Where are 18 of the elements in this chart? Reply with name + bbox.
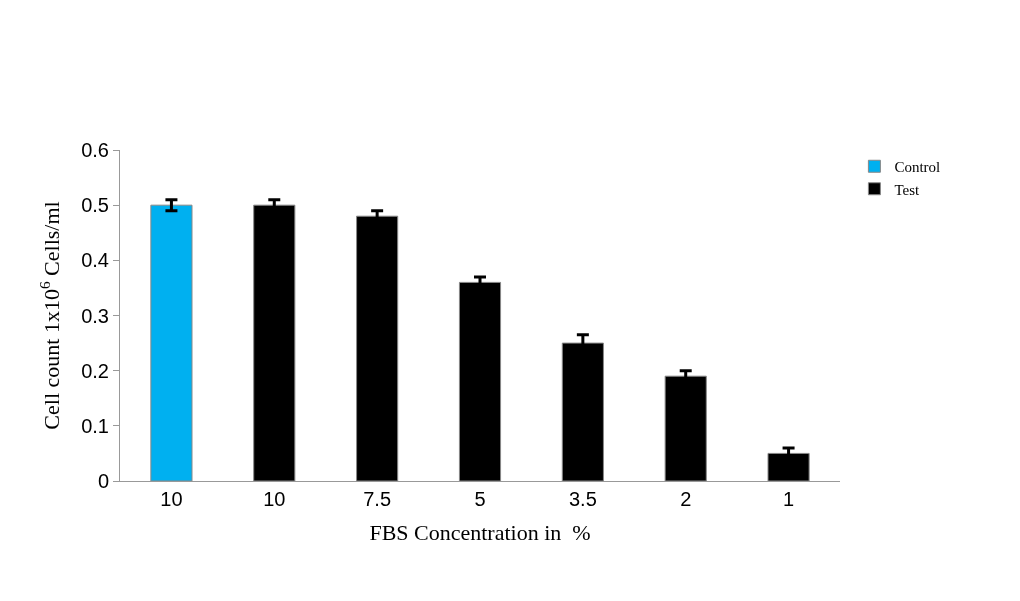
bar bbox=[150, 204, 193, 481]
x-tick-label: 2 bbox=[680, 488, 692, 510]
y-tick-label: 0.4 bbox=[81, 249, 109, 272]
x-tick-label: 7.5 bbox=[363, 488, 392, 510]
legend-label: Test bbox=[894, 181, 921, 198]
x-tick-label: 10 bbox=[263, 488, 286, 510]
x-tick-label: 10 bbox=[160, 488, 183, 510]
x-tick-label: 3.5 bbox=[568, 488, 597, 510]
legend-label: Control bbox=[894, 159, 941, 176]
y-tick-label: 0.1 bbox=[81, 414, 109, 437]
y-tick-label: 0.6 bbox=[81, 139, 109, 161]
x-tick-label: 5 bbox=[474, 488, 486, 510]
x-axis-title: FBS Concentration in % bbox=[369, 519, 591, 545]
x-tick-label: 1 bbox=[783, 488, 795, 510]
y-tick-label: 0.5 bbox=[81, 194, 109, 217]
y-tick-label: 0.2 bbox=[81, 359, 109, 382]
y-tick-label: 0 bbox=[97, 470, 109, 492]
y-tick-label: 0.3 bbox=[81, 304, 109, 327]
